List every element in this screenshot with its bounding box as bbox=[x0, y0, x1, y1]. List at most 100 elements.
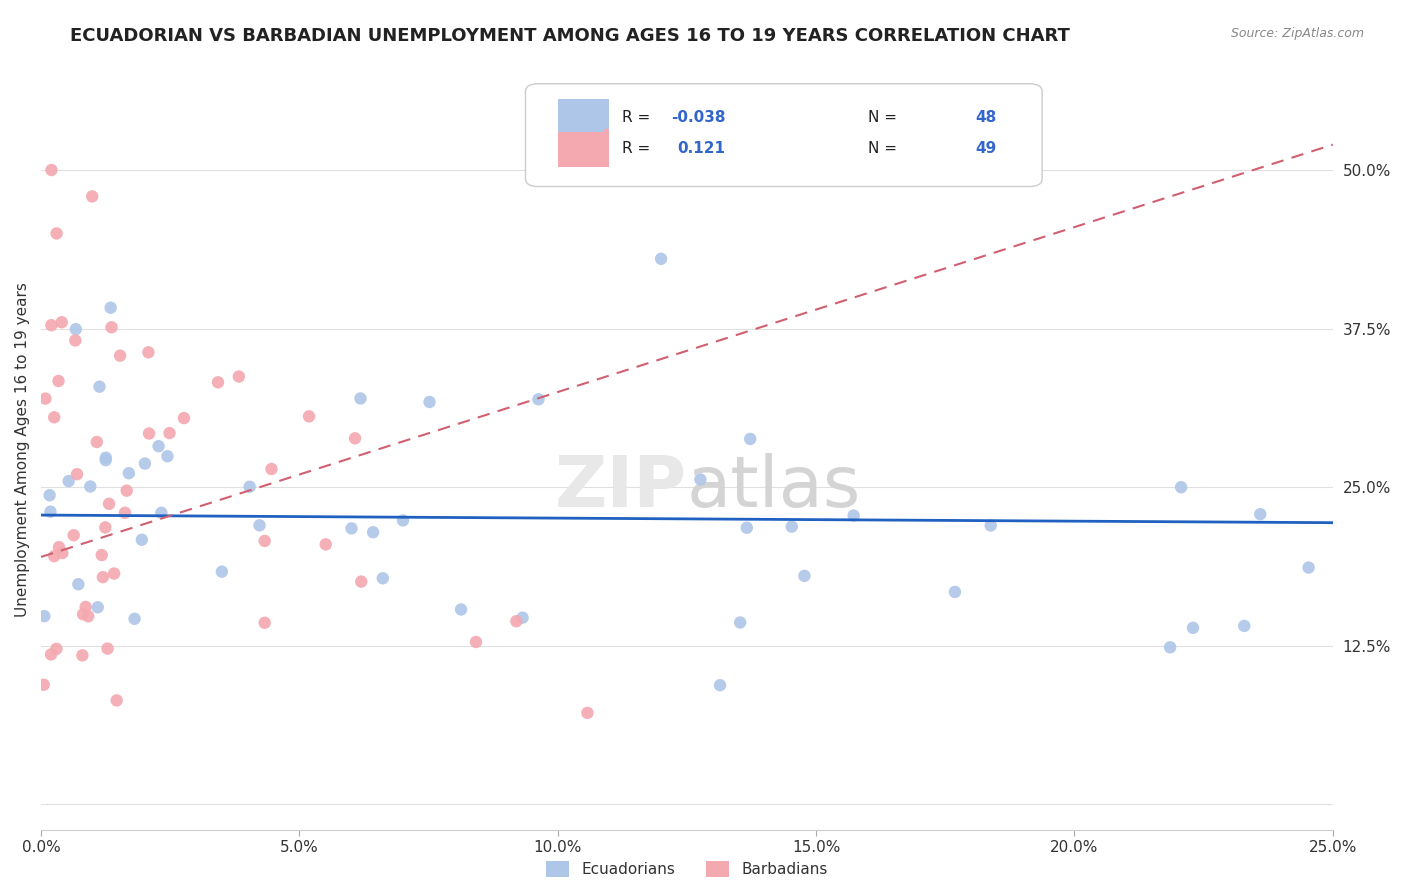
Point bbox=[65, 322, 87, 336]
Point bbox=[34, 392, 56, 406]
Point bbox=[650, 252, 672, 266]
Point bbox=[1249, 507, 1271, 521]
Point bbox=[1170, 480, 1192, 494]
Point bbox=[728, 615, 751, 630]
Point bbox=[75, 599, 97, 614]
Point bbox=[65, 334, 87, 348]
Text: 48: 48 bbox=[976, 111, 997, 126]
Point bbox=[67, 577, 90, 591]
Point bbox=[44, 410, 66, 425]
Point bbox=[350, 574, 373, 589]
Point bbox=[48, 540, 70, 554]
Point bbox=[156, 449, 179, 463]
Point bbox=[103, 566, 125, 581]
Point bbox=[239, 480, 262, 494]
Point bbox=[1233, 619, 1256, 633]
Point bbox=[94, 450, 117, 465]
Point bbox=[298, 409, 321, 424]
Point bbox=[98, 497, 121, 511]
Point bbox=[980, 518, 1002, 533]
Point bbox=[94, 520, 117, 534]
Point bbox=[159, 426, 181, 441]
Point bbox=[45, 227, 67, 241]
Point bbox=[465, 635, 488, 649]
Point bbox=[44, 549, 66, 563]
Point bbox=[349, 392, 371, 406]
Point bbox=[527, 392, 550, 407]
Point bbox=[253, 615, 276, 630]
Point bbox=[740, 432, 762, 446]
FancyBboxPatch shape bbox=[558, 129, 609, 168]
Point bbox=[108, 349, 131, 363]
Point bbox=[207, 376, 229, 390]
Point bbox=[72, 607, 94, 622]
Point bbox=[371, 571, 394, 585]
Y-axis label: Unemployment Among Ages 16 to 19 years: Unemployment Among Ages 16 to 19 years bbox=[15, 282, 30, 616]
Point bbox=[138, 426, 160, 441]
Point bbox=[249, 518, 271, 533]
Point bbox=[1182, 621, 1205, 635]
Point bbox=[48, 374, 70, 388]
Point bbox=[34, 609, 56, 624]
Point bbox=[94, 453, 117, 467]
Point bbox=[148, 439, 170, 453]
Legend: Ecuadorians, Barbadians: Ecuadorians, Barbadians bbox=[540, 855, 834, 883]
Point bbox=[51, 315, 73, 329]
Point bbox=[45, 641, 67, 656]
Point bbox=[735, 521, 758, 535]
Point bbox=[41, 318, 63, 333]
Point bbox=[134, 457, 156, 471]
Point bbox=[79, 479, 101, 493]
Point bbox=[512, 610, 534, 624]
Point bbox=[576, 706, 599, 720]
Point bbox=[392, 513, 415, 527]
Text: -0.038: -0.038 bbox=[671, 111, 725, 126]
Point bbox=[115, 483, 138, 498]
Point bbox=[124, 612, 146, 626]
Point bbox=[260, 462, 283, 476]
Point bbox=[89, 379, 111, 393]
Text: atlas: atlas bbox=[688, 452, 862, 522]
Point bbox=[72, 648, 94, 663]
Point bbox=[505, 614, 527, 628]
Point bbox=[32, 678, 55, 692]
Point bbox=[77, 609, 100, 624]
FancyBboxPatch shape bbox=[558, 99, 609, 137]
Point bbox=[62, 528, 84, 542]
Point bbox=[90, 548, 112, 562]
Point bbox=[709, 678, 731, 692]
Point bbox=[100, 320, 122, 334]
Point bbox=[38, 488, 60, 502]
Point bbox=[41, 163, 63, 178]
Point bbox=[1159, 640, 1181, 655]
Point bbox=[105, 693, 128, 707]
Point bbox=[150, 506, 173, 520]
FancyBboxPatch shape bbox=[558, 102, 603, 135]
Text: Source: ZipAtlas.com: Source: ZipAtlas.com bbox=[1230, 27, 1364, 40]
Text: 0.121: 0.121 bbox=[678, 141, 725, 156]
Point bbox=[100, 301, 122, 315]
Point bbox=[943, 585, 966, 599]
Point bbox=[96, 641, 118, 656]
FancyBboxPatch shape bbox=[526, 84, 1042, 186]
Point bbox=[173, 411, 195, 425]
Text: N =: N = bbox=[868, 141, 901, 156]
Point bbox=[689, 473, 711, 487]
Point bbox=[39, 505, 62, 519]
Text: ZIP: ZIP bbox=[555, 452, 688, 522]
Point bbox=[58, 474, 80, 488]
Point bbox=[91, 570, 114, 584]
Point bbox=[344, 431, 367, 445]
Point bbox=[39, 648, 62, 662]
Point bbox=[138, 345, 160, 359]
Point bbox=[418, 395, 440, 409]
Text: ECUADORIAN VS BARBADIAN UNEMPLOYMENT AMONG AGES 16 TO 19 YEARS CORRELATION CHART: ECUADORIAN VS BARBADIAN UNEMPLOYMENT AMO… bbox=[70, 27, 1070, 45]
Point bbox=[118, 466, 141, 480]
Point bbox=[361, 525, 384, 540]
Point bbox=[1298, 560, 1320, 574]
Text: 49: 49 bbox=[976, 141, 997, 156]
Point bbox=[315, 537, 337, 551]
Text: N =: N = bbox=[868, 111, 901, 126]
Text: R =: R = bbox=[623, 141, 655, 156]
Point bbox=[66, 467, 89, 482]
